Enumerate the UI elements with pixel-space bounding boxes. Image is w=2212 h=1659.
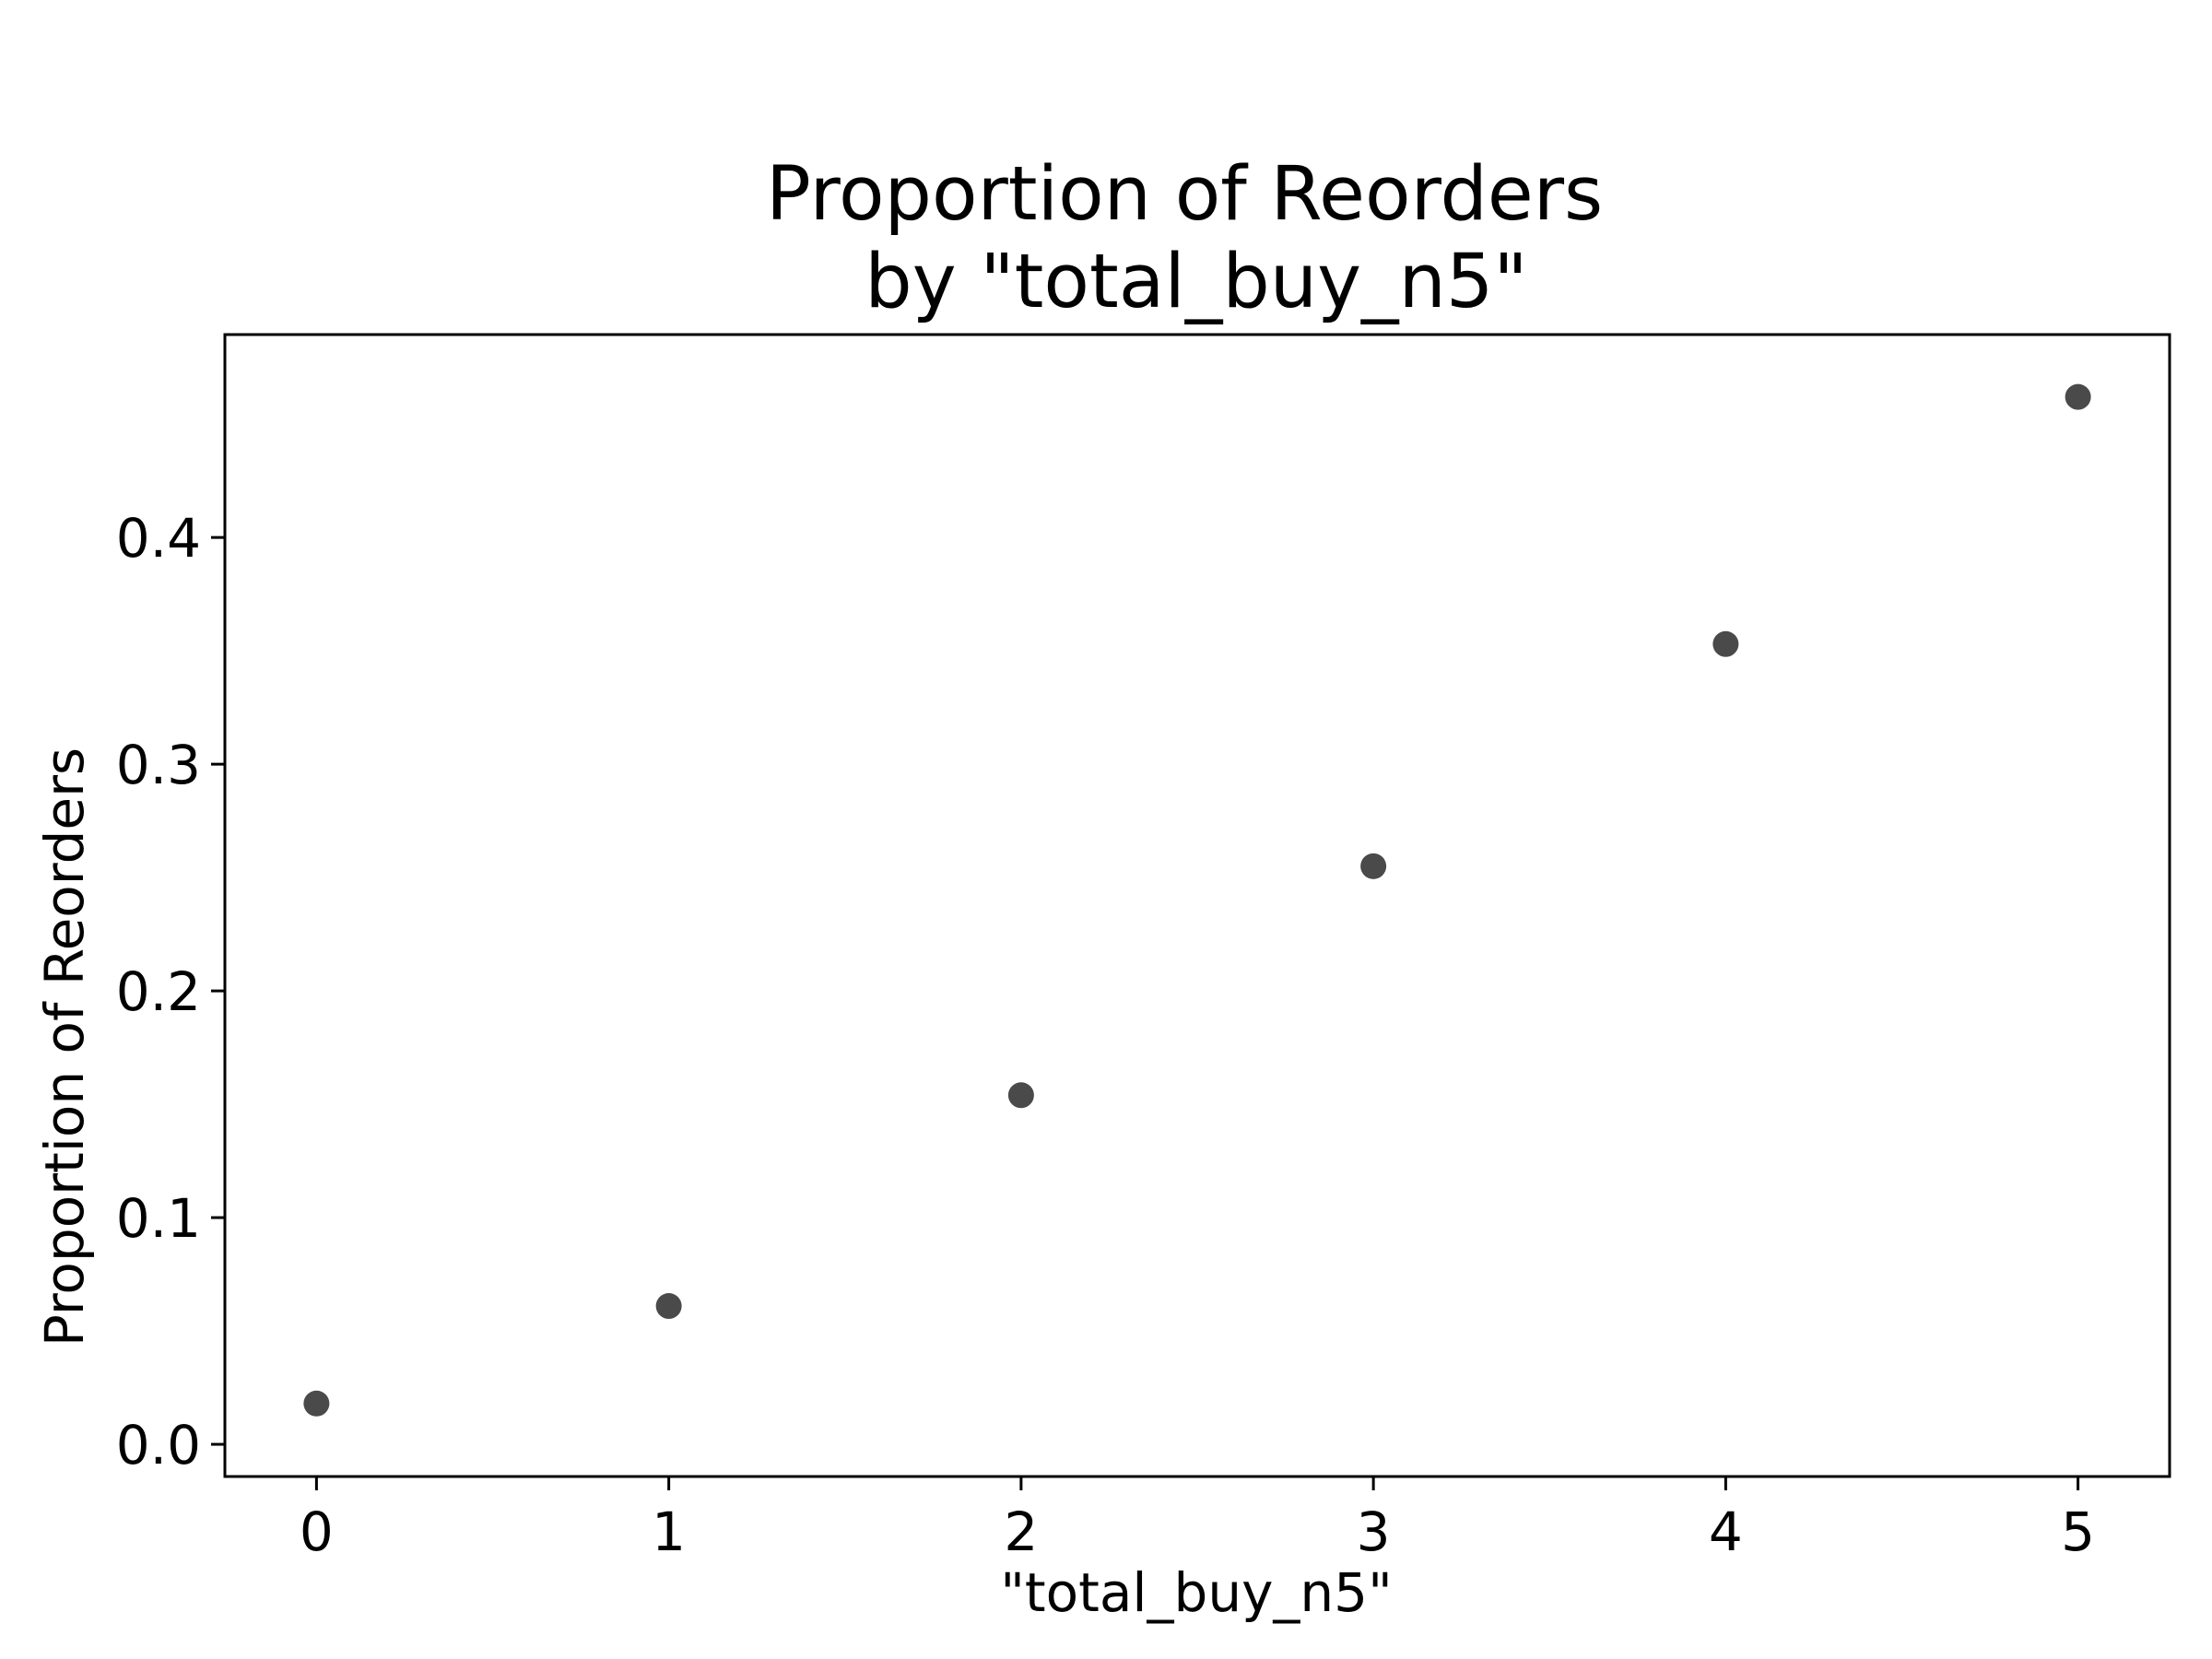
- x-tick-label: 4: [1709, 1500, 1743, 1563]
- x-tick-label: 5: [2061, 1500, 2095, 1563]
- y-tick-label: 0.1: [116, 1187, 201, 1250]
- y-tick-label: 0.2: [116, 960, 201, 1023]
- scatter-point: [1007, 1082, 1034, 1109]
- scatter-points: [303, 383, 2091, 1417]
- scatter-point: [303, 1390, 330, 1417]
- chart-title: Proportion of Reorders by "total_buy_n5": [766, 151, 1627, 325]
- plot-area-frame: [223, 333, 2171, 1478]
- x-tick-label: 3: [1357, 1500, 1391, 1563]
- scatter-point: [2065, 383, 2091, 410]
- x-tick-label: 2: [1004, 1500, 1038, 1563]
- y-tick-label: 0.0: [116, 1414, 201, 1477]
- scatter-point: [655, 1293, 682, 1320]
- y-axis-label: Proportion of Reorders: [33, 747, 96, 1347]
- x-axis-ticks: 0 1 2 3 4 5: [300, 1477, 2095, 1563]
- y-tick-label: 0.3: [116, 734, 201, 796]
- chart-title-line-1: Proportion of Reorders: [766, 151, 1603, 238]
- chart-title-line-2: by "total_buy_n5": [865, 239, 1527, 325]
- scatter-point: [1712, 630, 1739, 657]
- x-tick-label: 0: [300, 1500, 334, 1563]
- scatter-point: [1360, 853, 1387, 879]
- x-axis-label: "total_buy_n5": [1000, 1561, 1393, 1624]
- y-axis-ticks: 0.0 0.1 0.2 0.3 0.4: [116, 507, 225, 1477]
- y-tick-label: 0.4: [116, 507, 201, 570]
- x-tick-label: 1: [652, 1500, 686, 1563]
